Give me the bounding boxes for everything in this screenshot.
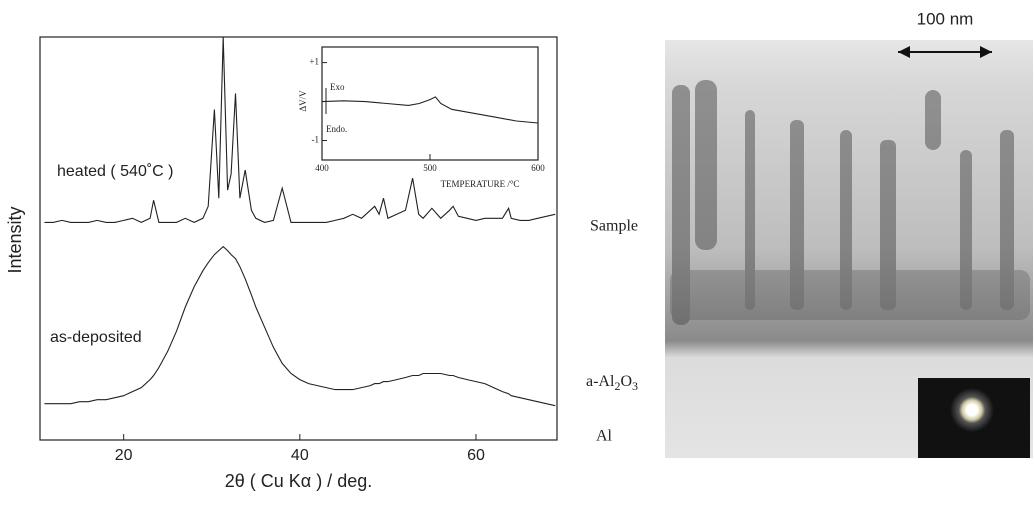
scale-label: 100 nm bbox=[917, 9, 974, 28]
data-line bbox=[321, 96, 539, 124]
x-tick-label: 500 bbox=[423, 163, 437, 173]
x-tick-label: 20 bbox=[115, 447, 133, 464]
layer-label-part: a-Al bbox=[586, 373, 615, 390]
layer-label: Al bbox=[596, 428, 613, 445]
series-label: as-deposited bbox=[50, 329, 142, 346]
x-tick-label: 40 bbox=[291, 447, 309, 464]
y-axis-label: Intensity bbox=[5, 206, 25, 273]
plot-frame bbox=[321, 46, 539, 161]
series-label: heated ( 540˚C ) bbox=[57, 163, 174, 180]
x-tick-label: 60 bbox=[467, 447, 485, 464]
y-tick-label: +1 bbox=[309, 57, 319, 67]
layer-label-part: O bbox=[620, 373, 632, 390]
y-tick-label: -1 bbox=[312, 135, 320, 145]
y-axis-label: ΔV/V bbox=[298, 90, 308, 112]
tem-texture bbox=[670, 80, 1030, 325]
annotation: Endo. bbox=[326, 124, 347, 134]
micrograph: 100 nm Sample a-Al2O3 Al bbox=[586, 9, 1033, 458]
x-tick-label: 600 bbox=[531, 163, 545, 173]
layer-label: a-Al2O3 bbox=[586, 373, 638, 393]
layer-label: Sample bbox=[590, 218, 638, 235]
layer-label-part: 2 bbox=[614, 379, 620, 393]
x-tick-label: 400 bbox=[315, 163, 329, 173]
x-axis-label: 2θ ( Cu Kα ) / deg. bbox=[225, 471, 372, 491]
layer-label-part: 3 bbox=[632, 379, 638, 393]
data-line bbox=[44, 245, 556, 407]
diffraction-ring bbox=[950, 388, 994, 432]
x-axis-label: TEMPERATURE /°C bbox=[441, 179, 520, 189]
data-line bbox=[44, 36, 556, 224]
annotation: Exo bbox=[330, 82, 345, 92]
